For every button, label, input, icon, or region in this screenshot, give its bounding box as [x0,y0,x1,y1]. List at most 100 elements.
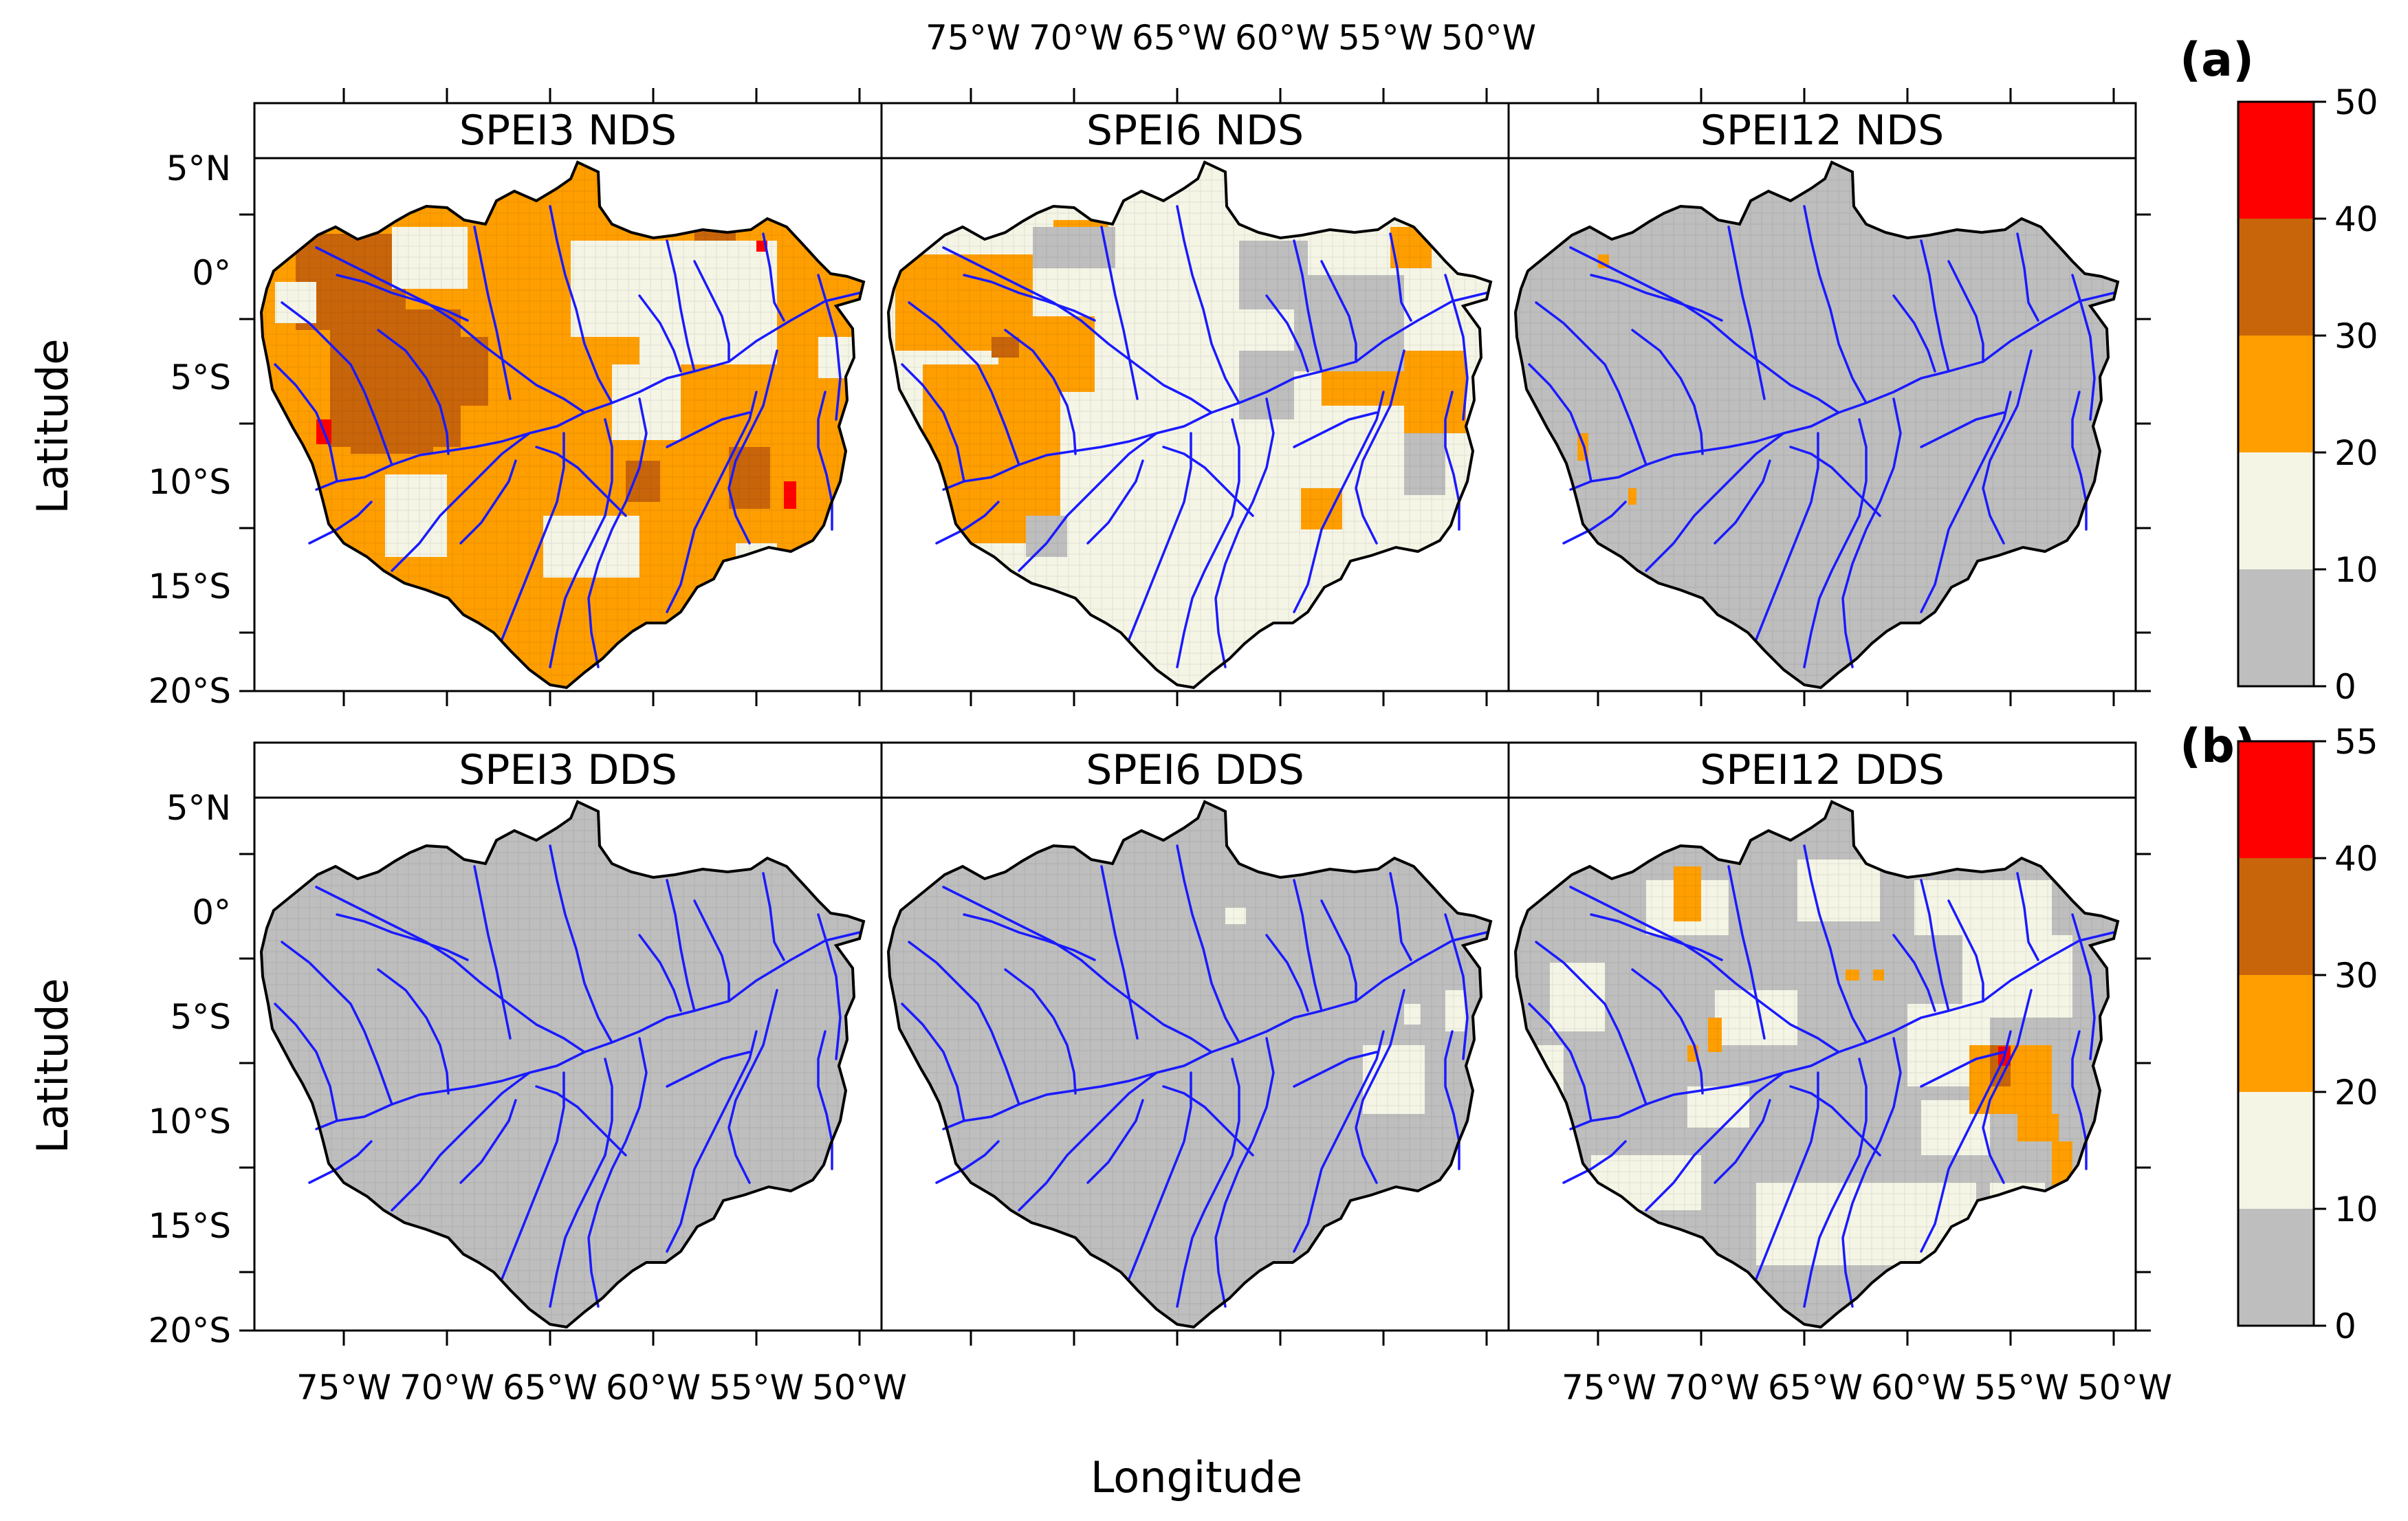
river-line [2016,872,2039,961]
panel-strip [1507,102,2137,160]
river-line [693,260,730,363]
river-line [1444,274,1469,421]
river-line [1562,501,1627,545]
river-line [2016,232,2039,322]
river-line [963,913,1096,961]
river-line [1920,239,1950,373]
river-line [1803,205,1868,404]
top-lon-tick-label: 65°W [1132,18,1227,58]
river-line [391,1071,531,1212]
grid-cell-patch [639,241,777,364]
river-line [315,931,861,1130]
bottom-lon-tick-label: 55°W [1974,1368,2069,1408]
river-line [1162,446,1254,517]
river-line [377,329,450,455]
river-line [666,1030,758,1253]
axis-ticks [970,1331,1488,1346]
river-line [1004,329,1077,455]
lat-tick-label: 5°N [166,149,231,188]
river-line [1631,329,1704,455]
river-line [1982,349,2033,545]
map-panel: SPEI12 DDS [1507,741,2151,1346]
grid-cell-patch [1026,516,1067,557]
river-line [315,886,586,1053]
river-line [1892,294,1936,373]
river-line [666,1051,751,1088]
river-line [1293,239,1323,373]
basin-outline [1513,800,2120,1329]
bottom-lon-tick-label: 65°W [503,1368,598,1408]
river-line [638,934,682,1012]
colorbar-swatch [2238,741,2314,858]
river-line [587,397,648,668]
river-line [1355,349,1405,545]
river-line [1176,844,1240,1044]
colorbar-swatch [2238,336,2314,452]
top-lon-tick-labels: 75°W 70°W 65°W 60°W 55°W 50°W [926,18,1536,58]
river-line [2071,913,2096,1060]
colorbar-tick-label: 50 [2334,83,2378,122]
river-line [308,501,373,545]
top-lon-tick-label: 50°W [1441,18,1536,58]
river-line [817,391,833,531]
river-line [1086,459,1144,545]
river-line [1355,989,1405,1184]
river-line [1920,1030,2012,1253]
river-line [1293,391,1385,613]
river-line [1018,1071,1158,1212]
grid-cell-patch [1708,1018,1722,1052]
grid-cell-patch [729,447,770,509]
colorbar-b: 55 40 30 20 10 0 [2237,722,2378,1346]
river-line [1528,363,1592,483]
river-line [1920,391,2012,613]
basin-outline [259,160,866,690]
colorbar-swatch [2238,1092,2314,1209]
river-line [1645,432,1785,572]
colorbar-a: 50 40 30 20 10 0 [2237,83,2378,707]
bottom-lon-tick-label: 75°W [1562,1368,1656,1408]
river-line [1100,865,1139,1040]
grid-cell-patch [1404,1004,1421,1025]
grid-cell-patch [1687,502,1770,584]
map-panel: SPEI3 NDS [239,88,883,706]
river-line [1803,1058,1868,1308]
river-line [336,274,469,322]
river-line [1803,418,1868,668]
colorbar-tick-label: 20 [2334,1073,2378,1113]
river-line [1789,1085,1881,1157]
grid-cell-patch [1756,392,1866,529]
colorbar-tick-label: 30 [2334,316,2378,356]
river-line [762,872,785,961]
river-line [1265,934,1309,1012]
colorbar-tick-label: 40 [2334,839,2378,879]
bottom-lon-tick-label: 50°W [812,1368,907,1408]
river-line [459,459,517,545]
grid-cell-patch [1404,351,1466,433]
grid-cell-patch [1756,1183,1880,1265]
bottom-lon-tick-label: 65°W [1768,1368,1863,1408]
river-line [1162,1085,1254,1157]
basin-outline [886,160,1493,690]
river-line [1214,1037,1275,1308]
river-line [2071,274,2096,421]
river-line [693,899,730,1003]
lat-tick-label: 15°S [149,1206,231,1246]
river-line [1569,246,1840,414]
river-line [1444,913,1469,1060]
river-line [1389,232,1412,322]
grid-cell-patch [1404,433,1445,495]
colorbar-swatch [2238,219,2314,336]
y-axis-title-bottom: Latitude [28,978,78,1153]
river-line [2071,391,2088,531]
grid-cell-patch [413,337,488,406]
axis-ticks [1597,853,2151,1346]
river-line [1755,432,1819,641]
river-line [308,1140,373,1184]
map-panel: SPEI3 DDS [239,741,883,1346]
river-line [1789,446,1881,517]
river-line [1920,879,1950,1012]
river-line [1727,865,1766,1040]
top-lon-tick-label: 75°W [926,18,1020,58]
grid-cell-patch [1873,970,1884,981]
